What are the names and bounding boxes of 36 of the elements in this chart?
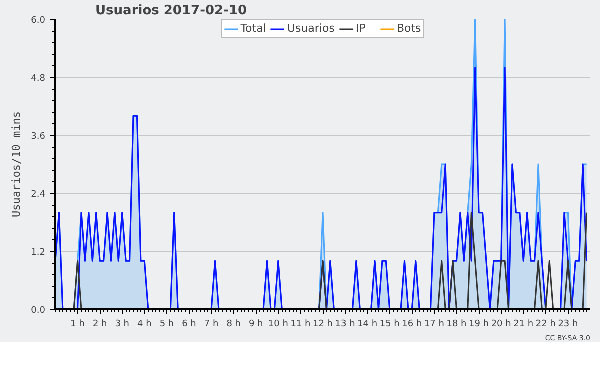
x-tick-label: 1 h (70, 320, 85, 330)
chart-title: Usuarios 2017-02-10 (96, 4, 248, 18)
x-tick-label: 19 h (469, 320, 490, 330)
y-tick-label: 3.6 (31, 132, 46, 142)
legend-label: Usuarios (287, 22, 335, 35)
x-tick-label: 12 h (312, 320, 334, 330)
x-tick-label: 9 h (248, 320, 264, 330)
y-tick-label: 0.0 (31, 306, 46, 316)
x-tick-label: 13 h (335, 320, 356, 330)
y-tick-label: 4.8 (31, 74, 46, 84)
legend-label: IP (356, 22, 367, 35)
x-tick-label: 10 h (268, 320, 288, 330)
x-tick-label: 16 h (402, 320, 422, 330)
legend-label: Total (240, 22, 266, 35)
x-tick-label: 2 h (92, 320, 108, 330)
x-tick-label: 6 h (182, 320, 196, 330)
x-tick-label: 21 h (514, 320, 534, 330)
x-tick-label: 18 h (446, 320, 467, 330)
x-tick-label: 23 h (558, 320, 578, 330)
x-tick-label: 4 h (138, 320, 152, 330)
x-tick-label: 22 h (536, 320, 556, 330)
x-tick-label: 5 h (160, 320, 174, 330)
line-series (56, 67, 588, 310)
y-tick-label: 6.0 (31, 16, 46, 26)
x-tick-label: 20 h (491, 320, 512, 330)
x-tick-label: 15 h (380, 320, 400, 330)
y-axis-title: Usuarios/10 mins (10, 112, 24, 218)
x-tick-label: 17 h (424, 320, 444, 330)
legend-label: Bots (396, 22, 422, 35)
x-tick-label: 14 h (358, 320, 378, 330)
y-tick-label: 2.4 (31, 190, 46, 200)
x-tick-label: 11 h (290, 320, 311, 330)
x-tick-label: 7 h (204, 320, 219, 330)
x-tick-label: 3 h (115, 320, 130, 330)
y-tick-label: 1.2 (31, 248, 46, 258)
x-tick-label: 8 h (226, 320, 241, 330)
